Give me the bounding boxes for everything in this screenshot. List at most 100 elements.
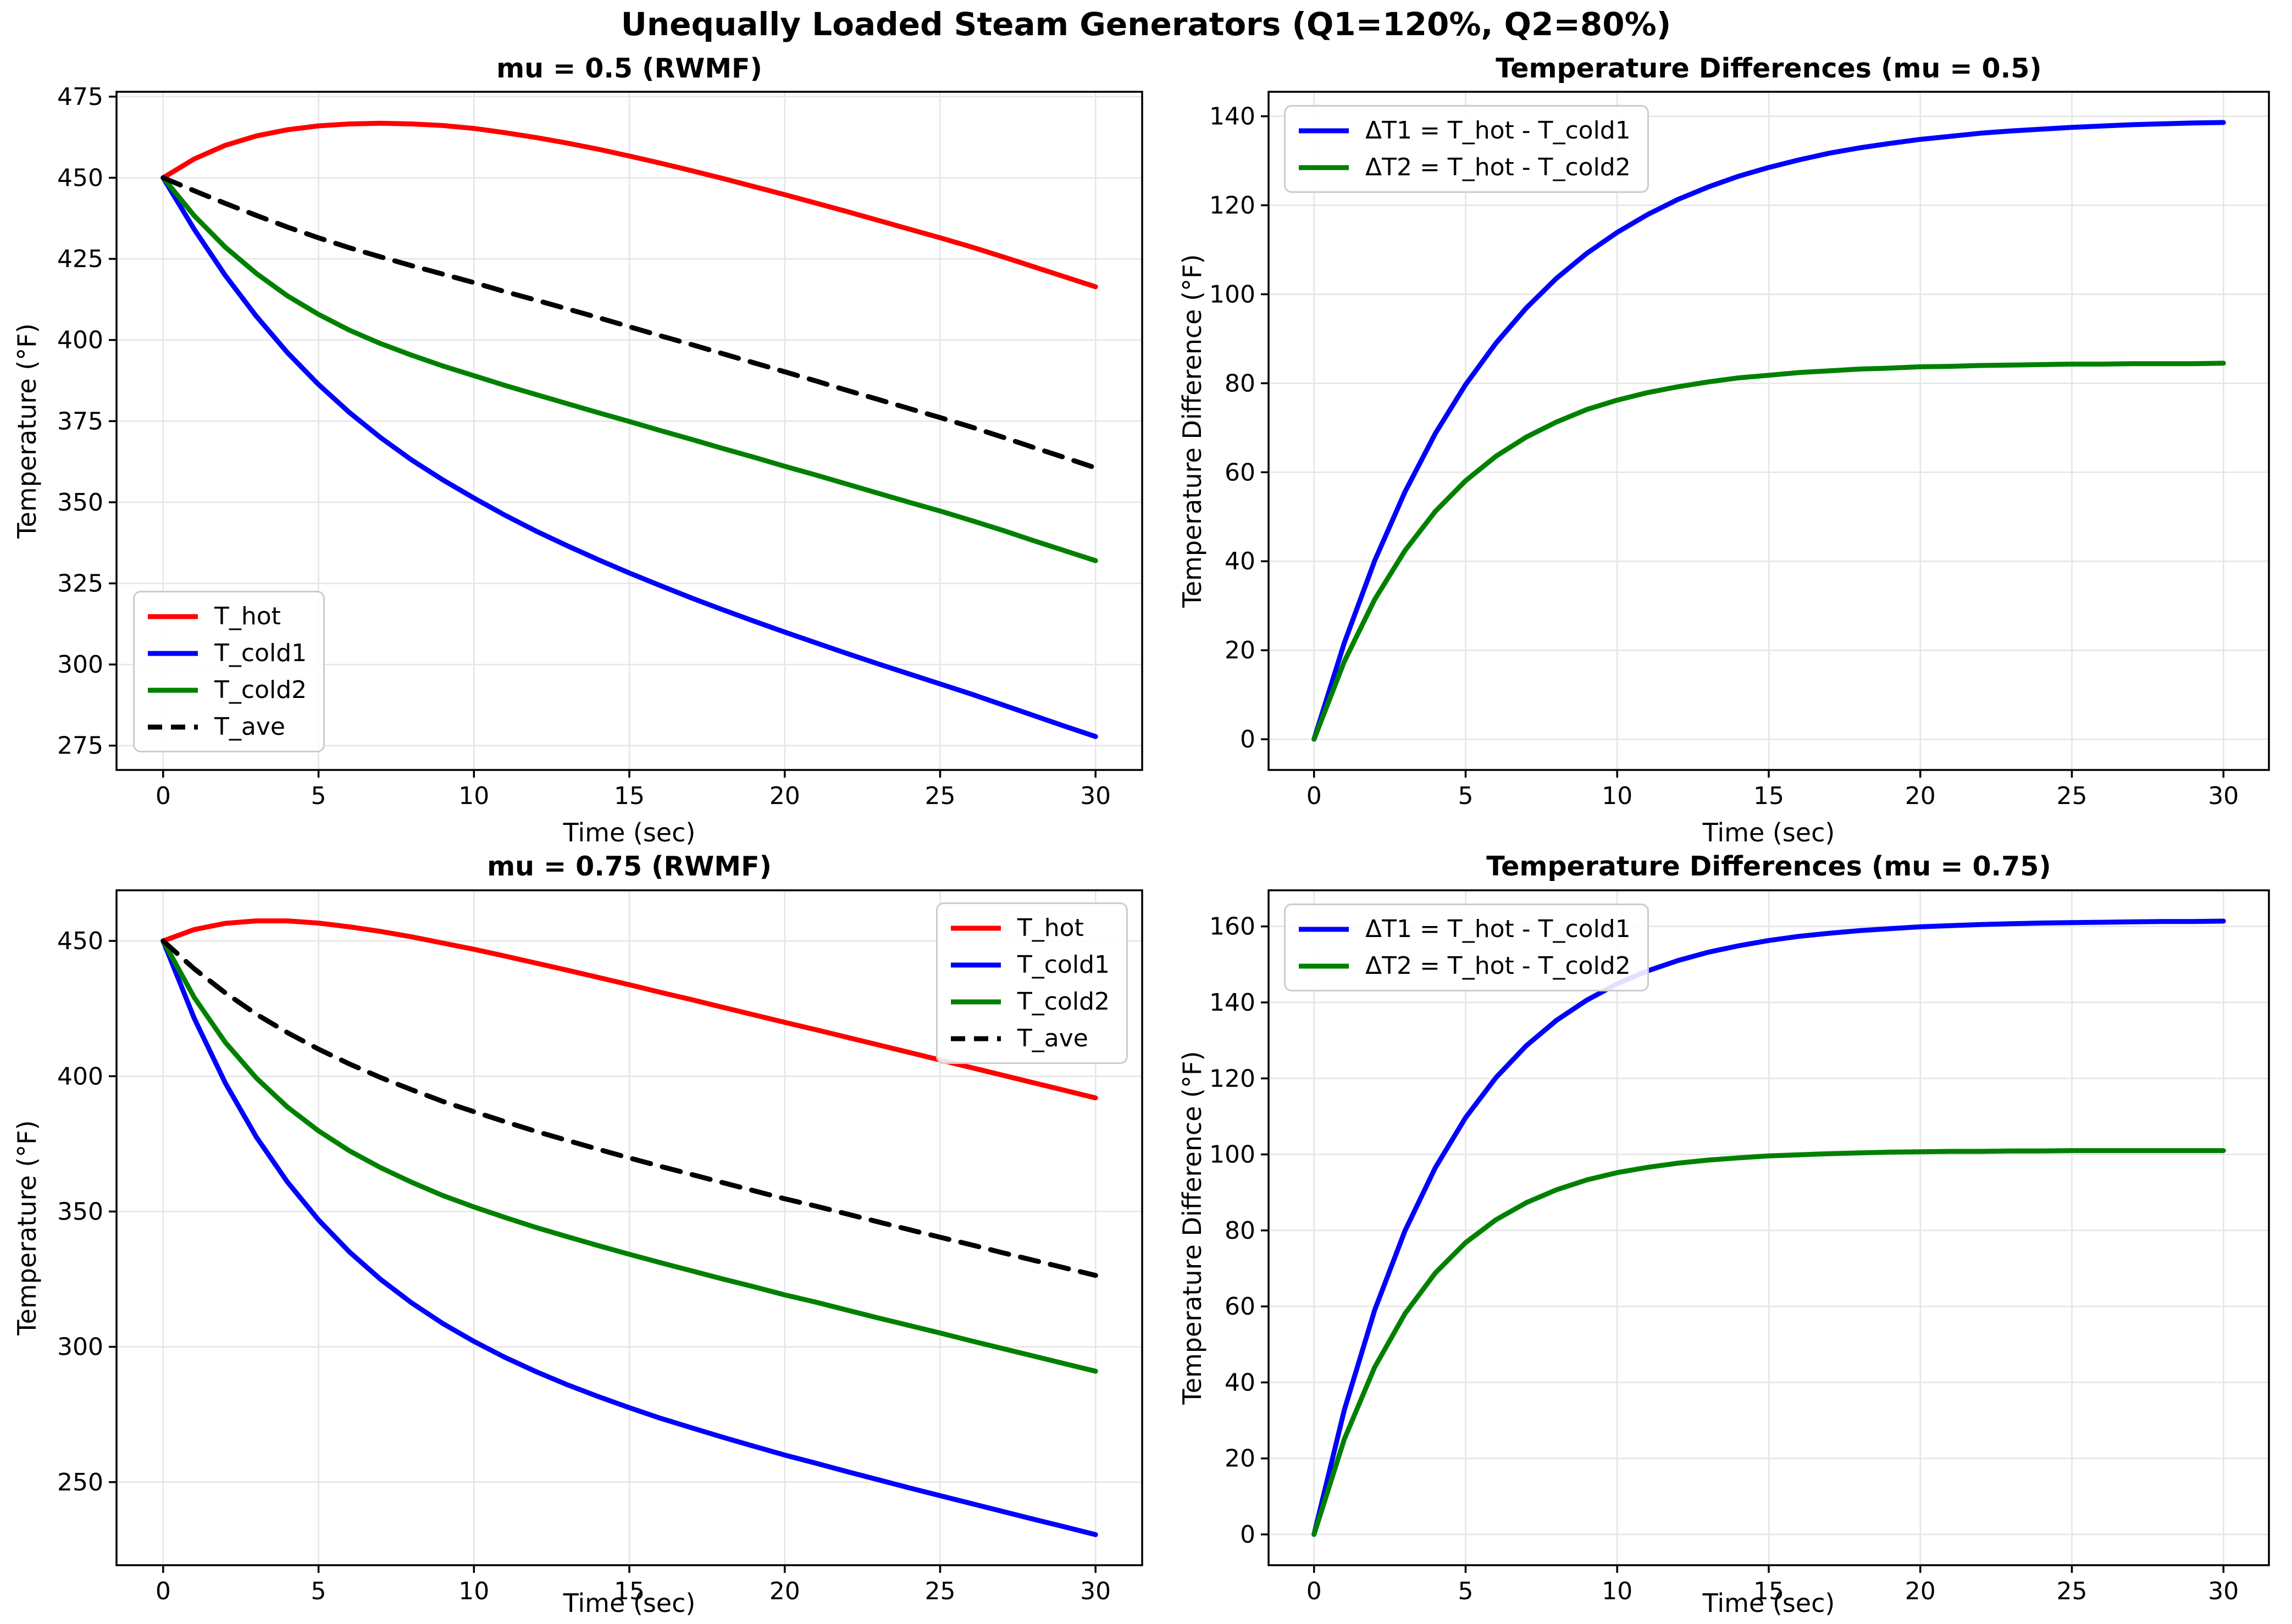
x-tick-label: 10 <box>1602 1577 1632 1605</box>
legend-label: ΔT1 = T_hot - T_cold1 <box>1365 915 1631 943</box>
series-line <box>160 175 1098 563</box>
x-tick-label: 10 <box>1602 782 1632 810</box>
legend-line-swatch <box>1299 963 1349 968</box>
x-tick-label: 30 <box>2208 1577 2239 1605</box>
series-line <box>160 175 1098 739</box>
y-tick-label: 160 <box>1209 913 1255 941</box>
y-tick-label: 40 <box>1225 547 1255 575</box>
y-axis-label-diffs-mu075: Temperature Difference (°F) <box>1177 1051 1207 1405</box>
x-tick-label: 25 <box>924 782 955 810</box>
legend-mu075-temps: T_hot T_cold1 T_cold2 T_ave <box>935 902 1128 1064</box>
x-tick-label: 15 <box>614 1577 645 1605</box>
subplot-title-mu075-temps: mu = 0.75 (RWMF) <box>487 851 772 882</box>
legend-item: T_ave <box>147 713 307 741</box>
x-tick-label: 15 <box>1753 782 1784 810</box>
x-tick-label: 20 <box>769 1577 800 1605</box>
x-axis-label-diffs-mu05: Time (sec) <box>1702 818 1835 847</box>
x-tick-label: 10 <box>458 782 489 810</box>
subplot-title-diffs-mu075: Temperature Differences (mu = 0.75) <box>1486 851 2051 882</box>
x-tick-label: 0 <box>1306 1577 1322 1605</box>
legend-line-swatch <box>148 614 198 619</box>
legend-item: T_cold1 <box>950 951 1110 979</box>
series-line <box>1311 120 2226 742</box>
legend-line-swatch <box>950 999 1001 1004</box>
series-line <box>160 175 1098 470</box>
x-tick-label: 10 <box>458 1577 489 1605</box>
figure-suptitle: Unequally Loaded Steam Generators (Q1=12… <box>621 5 1671 43</box>
legend-line-swatch <box>148 724 198 729</box>
y-tick-label: 100 <box>1209 280 1255 308</box>
y-tick-label: 140 <box>1209 989 1255 1017</box>
y-tick-label: 400 <box>57 1062 103 1090</box>
legend-label: T_hot <box>214 602 281 630</box>
x-tick-label: 15 <box>1753 1577 1784 1605</box>
legend-label: T_hot <box>1017 914 1084 942</box>
legend-item: T_hot <box>147 602 307 630</box>
x-tick-label: 5 <box>311 1577 326 1605</box>
legend-label: ΔT2 = T_hot - T_cold2 <box>1365 153 1631 181</box>
y-tick-label: 425 <box>57 245 103 273</box>
x-tick-label: 15 <box>614 782 645 810</box>
series-line <box>160 938 1098 1278</box>
legend-label: T_cold2 <box>214 676 307 704</box>
legend-line-swatch <box>950 925 1001 930</box>
y-tick-label: 350 <box>57 489 103 517</box>
legend-label: T_ave <box>214 713 285 741</box>
x-tick-label: 25 <box>924 1577 955 1605</box>
subplot-title-mu05-temps: mu = 0.5 (RWMF) <box>496 53 762 84</box>
x-tick-label: 20 <box>1905 1577 1936 1605</box>
y-tick-label: 350 <box>57 1198 103 1226</box>
x-tick-label: 0 <box>156 1577 171 1605</box>
y-tick-label: 250 <box>57 1468 103 1496</box>
x-axis-label-mu05-temps: Time (sec) <box>563 818 696 847</box>
legend-item: T_cold2 <box>950 988 1110 1016</box>
y-tick-label: 450 <box>57 927 103 955</box>
x-tick-label: 0 <box>1306 782 1322 810</box>
x-tick-label: 30 <box>1080 1577 1111 1605</box>
x-tick-label: 5 <box>1458 1577 1473 1605</box>
legend-label: T_ave <box>1017 1024 1088 1052</box>
y-tick-label: 325 <box>57 570 103 598</box>
y-tick-label: 60 <box>1225 1293 1255 1321</box>
series-line <box>160 938 1098 1537</box>
legend-item: T_cold1 <box>147 639 307 667</box>
legend-label: T_cold2 <box>1017 988 1110 1016</box>
legend-item: ΔT2 = T_hot - T_cold2 <box>1298 153 1631 181</box>
y-tick-label: 300 <box>57 1333 103 1361</box>
y-axis-label-mu05-temps: Temperature (°F) <box>12 323 42 539</box>
y-axis-label-mu075-temps: Temperature (°F) <box>12 1120 42 1335</box>
x-tick-label: 20 <box>769 782 800 810</box>
y-tick-label: 275 <box>57 732 103 760</box>
legend-line-swatch <box>148 651 198 656</box>
x-tick-label: 30 <box>2208 782 2239 810</box>
y-tick-label: 80 <box>1225 369 1255 397</box>
y-tick-label: 300 <box>57 651 103 679</box>
subplot-title-diffs-mu05: Temperature Differences (mu = 0.5) <box>1496 53 2042 84</box>
series-line <box>1311 1148 2226 1537</box>
y-tick-label: 60 <box>1225 458 1255 486</box>
legend-line-swatch <box>950 962 1001 967</box>
y-tick-label: 20 <box>1225 1445 1255 1473</box>
legend-item: T_hot <box>950 914 1110 942</box>
x-axis-label-diffs-mu075: Time (sec) <box>1702 1588 1835 1618</box>
legend-label: ΔT2 = T_hot - T_cold2 <box>1365 952 1631 980</box>
x-tick-label: 5 <box>311 782 326 810</box>
series-line <box>160 120 1098 290</box>
y-tick-label: 40 <box>1225 1368 1255 1396</box>
y-tick-label: 475 <box>57 83 103 111</box>
legend-line-swatch <box>950 1036 1001 1041</box>
legend-item: T_ave <box>950 1024 1110 1052</box>
legend-line-swatch <box>1299 128 1349 133</box>
legend-item: T_cold2 <box>147 676 307 704</box>
legend-label: T_cold1 <box>1017 951 1110 979</box>
legend-line-swatch <box>1299 927 1349 932</box>
legend-label: ΔT1 = T_hot - T_cold1 <box>1365 117 1631 145</box>
y-tick-label: 450 <box>57 164 103 192</box>
x-tick-label: 5 <box>1458 782 1473 810</box>
legend-diffs-mu075: ΔT1 = T_hot - T_cold1 ΔT2 = T_hot - T_col… <box>1284 904 1649 991</box>
y-tick-label: 400 <box>57 326 103 354</box>
x-tick-label: 0 <box>156 782 171 810</box>
x-tick-label: 20 <box>1905 782 1936 810</box>
